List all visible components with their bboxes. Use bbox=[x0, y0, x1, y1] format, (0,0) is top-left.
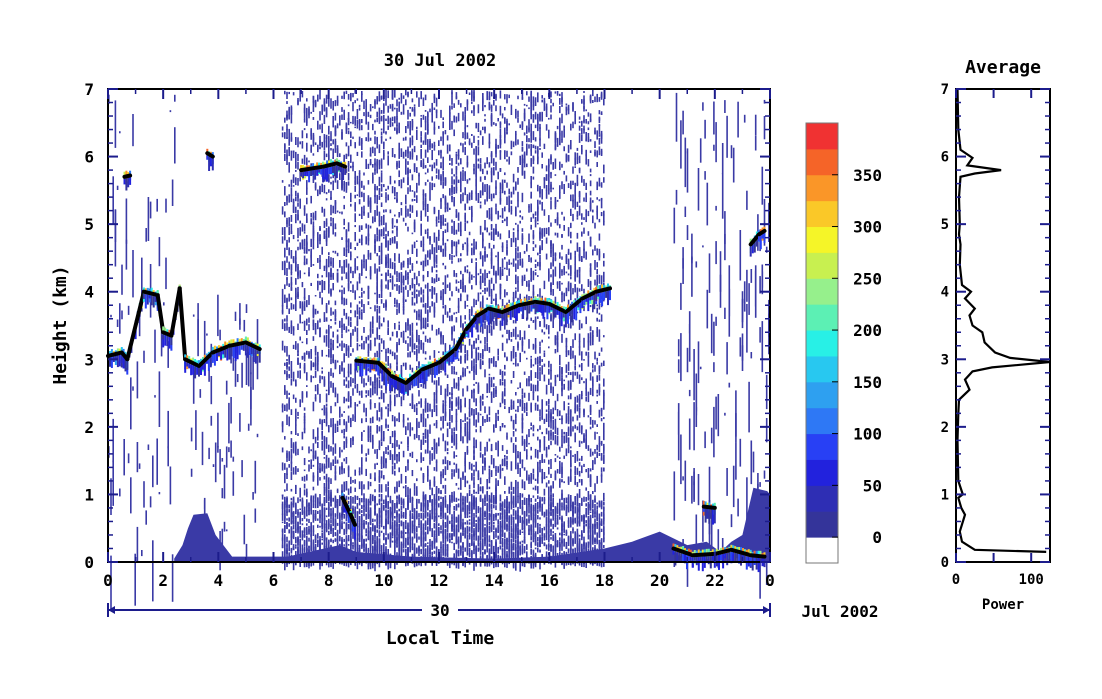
echo-layer bbox=[701, 500, 717, 525]
colorbar-cell bbox=[806, 537, 838, 564]
colorbar-ticks: 0 50 100 150 200 250 300 350 bbox=[832, 166, 882, 547]
echo-layer bbox=[748, 226, 767, 257]
main-y-tick-label: 7 bbox=[84, 80, 94, 99]
date-bar-month-year: Jul 2002 bbox=[801, 602, 878, 621]
average-x-axis: 0 100 bbox=[952, 89, 1044, 588]
echo-layer bbox=[340, 492, 357, 540]
main-x-tick-label: 20 bbox=[650, 571, 669, 590]
main-x-tick-label: 18 bbox=[595, 571, 614, 590]
colorbar-cell bbox=[806, 200, 838, 228]
heatmap-area bbox=[106, 89, 770, 609]
echo-layer bbox=[122, 170, 133, 191]
main-x-tick-label: 0 bbox=[103, 571, 113, 590]
colorbar: 0 50 100 150 200 250 300 350 bbox=[805, 122, 882, 564]
main-x-tick-label: 8 bbox=[324, 571, 334, 590]
date-bar-day: 30 bbox=[430, 601, 449, 620]
main-x-tick-label: 2 bbox=[158, 571, 168, 590]
main-x-tick-label: 12 bbox=[429, 571, 448, 590]
colorbar-cell bbox=[806, 485, 838, 512]
average-y-tick-label: 2 bbox=[941, 420, 949, 436]
colorbar-cell bbox=[806, 304, 838, 331]
main-y-tick-label: 1 bbox=[84, 485, 94, 504]
echo-layer bbox=[299, 158, 348, 183]
colorbar-frame bbox=[805, 122, 839, 564]
echo-layer bbox=[106, 284, 262, 379]
echo-layer bbox=[205, 148, 215, 171]
average-y-tick-label: 0 bbox=[941, 555, 949, 571]
date-bar: 30 Jul 2002 bbox=[107, 601, 879, 621]
noise-speckle bbox=[108, 89, 770, 609]
colorbar-cell bbox=[806, 355, 838, 383]
main-y-tick-label: 5 bbox=[84, 215, 94, 234]
average-y-tick-label: 6 bbox=[941, 150, 949, 166]
average-x-axis-label: Power bbox=[982, 597, 1024, 613]
main-x-tick-label: 0 bbox=[765, 571, 775, 590]
main-y-tick-label: 6 bbox=[84, 148, 94, 167]
main-y-axis-label: Height (km) bbox=[50, 265, 71, 384]
main-x-tick-label: 14 bbox=[485, 571, 504, 590]
average-power-line bbox=[956, 88, 1051, 553]
main-x-axis-label: Local Time bbox=[386, 628, 495, 649]
colorbar-tick-label: 50 bbox=[863, 476, 882, 495]
colorbar-tick-label: 200 bbox=[853, 321, 882, 340]
main-y-tick-label: 3 bbox=[84, 350, 94, 369]
main-x-axis: 0 2 4 6 8 10 12 14 16 18 20 22 0 bbox=[103, 89, 775, 590]
colorbar-tick-label: 0 bbox=[872, 528, 882, 547]
main-x-tick-label: 16 bbox=[540, 571, 559, 590]
average-y-tick-label: 7 bbox=[941, 82, 949, 98]
colorbar-cell bbox=[806, 511, 838, 538]
average-y-axis: 0 1 2 3 4 5 6 7 bbox=[941, 82, 1050, 571]
colorbar-cell bbox=[806, 278, 838, 305]
main-y-tick-label: 2 bbox=[84, 418, 94, 437]
main-chart-title: 30 Jul 2002 bbox=[384, 51, 497, 71]
colorbar-tick-label: 100 bbox=[853, 425, 882, 444]
average-y-tick-label: 1 bbox=[941, 487, 949, 503]
main-y-tick-label: 0 bbox=[84, 553, 94, 572]
main-y-tick-label: 4 bbox=[84, 283, 94, 302]
colorbar-cell bbox=[806, 433, 838, 460]
colorbar-cells bbox=[806, 123, 838, 564]
average-x-tick-label: 100 bbox=[1019, 572, 1044, 588]
colorbar-cell bbox=[806, 381, 838, 409]
colorbar-cell bbox=[806, 252, 838, 279]
colorbar-tick-label: 300 bbox=[853, 218, 882, 237]
colorbar-cell bbox=[806, 330, 838, 357]
colorbar-cell bbox=[806, 226, 838, 253]
average-y-tick-label: 5 bbox=[941, 217, 949, 233]
main-y-axis: 0 1 2 3 4 5 6 7 bbox=[84, 80, 770, 572]
colorbar-cell bbox=[806, 148, 838, 176]
colorbar-cell bbox=[806, 123, 838, 150]
colorbar-cell bbox=[806, 407, 838, 435]
echo-layer bbox=[354, 283, 612, 396]
average-plot-frame bbox=[955, 88, 1051, 563]
main-x-tick-label: 10 bbox=[374, 571, 393, 590]
average-y-tick-label: 4 bbox=[941, 285, 949, 301]
average-plot-area bbox=[956, 88, 1051, 553]
main-x-tick-label: 22 bbox=[705, 571, 724, 590]
average-chart-title: Average bbox=[965, 57, 1041, 78]
colorbar-cell bbox=[806, 459, 838, 486]
average-y-tick-label: 3 bbox=[941, 352, 949, 368]
colorbar-tick-label: 350 bbox=[853, 166, 882, 185]
colorbar-tick-label: 150 bbox=[853, 373, 882, 392]
average-x-tick-label: 0 bbox=[952, 572, 960, 588]
colorbar-cell bbox=[806, 174, 838, 202]
main-x-tick-label: 6 bbox=[269, 571, 279, 590]
average-chart: Average 0 1 2 3 4 5 6 7 0 100 Power bbox=[941, 57, 1051, 613]
colorbar-tick-label: 250 bbox=[853, 269, 882, 288]
main-x-tick-label: 4 bbox=[214, 571, 224, 590]
